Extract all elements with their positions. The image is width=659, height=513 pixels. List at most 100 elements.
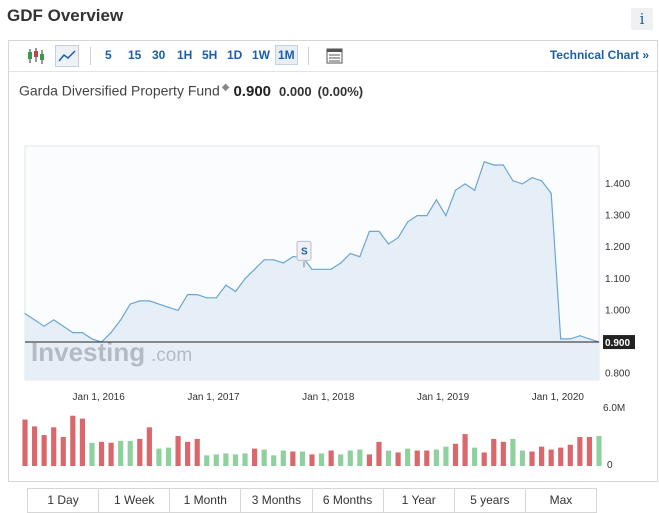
range-6-months[interactable]: 6 Months	[313, 489, 384, 512]
volume-bar	[261, 449, 267, 466]
price-point	[445, 214, 447, 217]
price-point	[292, 256, 294, 258]
price-point	[435, 199, 437, 201]
price-change-pct: (0.00%)	[317, 83, 364, 99]
volume-bar	[156, 448, 162, 466]
volume-bar	[232, 454, 239, 466]
event-marker-label: S	[301, 246, 308, 257]
range-5-years[interactable]: 5 years	[455, 489, 526, 512]
volume-bar	[89, 442, 95, 466]
price-point	[33, 319, 36, 321]
watermark-logo: Investing	[31, 337, 145, 367]
price-point	[62, 325, 64, 327]
price-point	[177, 309, 179, 312]
range-1-year[interactable]: 1 Year	[384, 489, 455, 512]
price-point	[53, 319, 55, 321]
volume-bar	[242, 453, 248, 466]
price-point	[282, 262, 284, 264]
price-point	[426, 214, 428, 217]
range-1-day[interactable]: 1 Day	[28, 489, 100, 512]
volume-bar	[118, 440, 124, 466]
volume-bar	[204, 455, 210, 466]
price-point	[215, 297, 217, 299]
price-point	[502, 164, 504, 166]
event-marker	[296, 240, 312, 261]
price-point	[483, 161, 485, 163]
price-point	[521, 183, 524, 185]
range-1-week[interactable]: 1 Week	[99, 489, 171, 512]
price-point	[254, 268, 256, 270]
price-point	[407, 221, 409, 223]
price-point	[588, 338, 591, 340]
price-point	[320, 268, 323, 270]
price-point	[397, 237, 399, 239]
volume-bar	[223, 453, 229, 466]
volume-bar	[41, 435, 47, 466]
volume-bar	[280, 450, 286, 466]
volume-bar	[252, 448, 258, 466]
y-tick-label: 1.400	[605, 179, 630, 190]
interval-1h[interactable]: 1H	[177, 48, 193, 62]
price-point	[378, 230, 380, 232]
area-chart-icon[interactable]	[55, 45, 79, 67]
interval-30[interactable]: 30	[152, 48, 166, 62]
volume-bar	[22, 419, 28, 466]
price-point	[493, 164, 495, 166]
info-icon[interactable]: i	[631, 8, 653, 30]
volume-bar	[510, 438, 516, 466]
price-point	[187, 294, 189, 296]
volume-bar	[539, 446, 545, 466]
volume-bar	[271, 455, 277, 466]
price-point	[206, 297, 208, 299]
price-chart[interactable]: Investing .com 0.900 0.800 1.000 1.100 1.200 1.…	[17, 140, 647, 470]
volume-bar	[108, 442, 114, 466]
pin-icon[interactable]: ◆	[221, 82, 230, 93]
volume-bar	[596, 436, 602, 466]
price-point	[72, 331, 74, 334]
volume-bar	[529, 451, 535, 466]
volume-bar	[577, 437, 583, 466]
price-point	[24, 312, 26, 315]
volume-bar	[357, 449, 363, 466]
interval-1m[interactable]: 1M	[275, 45, 298, 65]
x-tick-label: Jan 1, 2020	[532, 392, 585, 403]
price-point	[474, 189, 476, 191]
volume-bar	[414, 450, 420, 466]
volume-bar	[185, 441, 191, 466]
interval-1d[interactable]: 1D	[227, 48, 243, 62]
price-point	[167, 306, 170, 308]
volume-bar	[366, 454, 372, 466]
volume-bar	[424, 450, 430, 466]
interval-15[interactable]: 15	[128, 48, 142, 62]
volume-bar	[405, 448, 411, 466]
range-1-month[interactable]: 1 Month	[170, 489, 242, 512]
price-point	[579, 335, 581, 337]
volume-bar	[290, 451, 296, 466]
range-selector: 1 Day 1 Week 1 Month 3 Months 6 Months 1…	[27, 488, 597, 513]
price-area	[25, 161, 599, 380]
watermark-suffix: .com	[151, 345, 192, 366]
candlestick-icon[interactable]	[25, 46, 47, 66]
volume-bar	[519, 450, 526, 466]
range-3-months[interactable]: 3 Months	[241, 489, 313, 512]
x-tick-label: Jan 1, 2017	[187, 392, 240, 403]
price-point	[387, 243, 390, 245]
price-point	[43, 325, 45, 327]
price-point	[531, 177, 533, 179]
price-point	[91, 338, 93, 340]
x-tick-label: Jan 1, 2019	[417, 392, 470, 403]
range-max[interactable]: Max	[549, 493, 573, 507]
volume-bar	[51, 427, 57, 466]
price-point	[234, 290, 237, 293]
interval-5[interactable]: 5	[105, 48, 112, 62]
interval-5h[interactable]: 5H	[202, 48, 218, 62]
volume-bar	[376, 441, 382, 466]
technical-chart-link[interactable]: Technical Chart »	[549, 48, 649, 62]
price-point	[120, 319, 122, 321]
price-point	[196, 294, 198, 296]
price-point	[349, 252, 351, 255]
volume-bar	[586, 437, 593, 466]
interval-1w[interactable]: 1W	[252, 48, 270, 62]
table-icon[interactable]	[324, 46, 346, 66]
volume-bar	[385, 450, 392, 466]
